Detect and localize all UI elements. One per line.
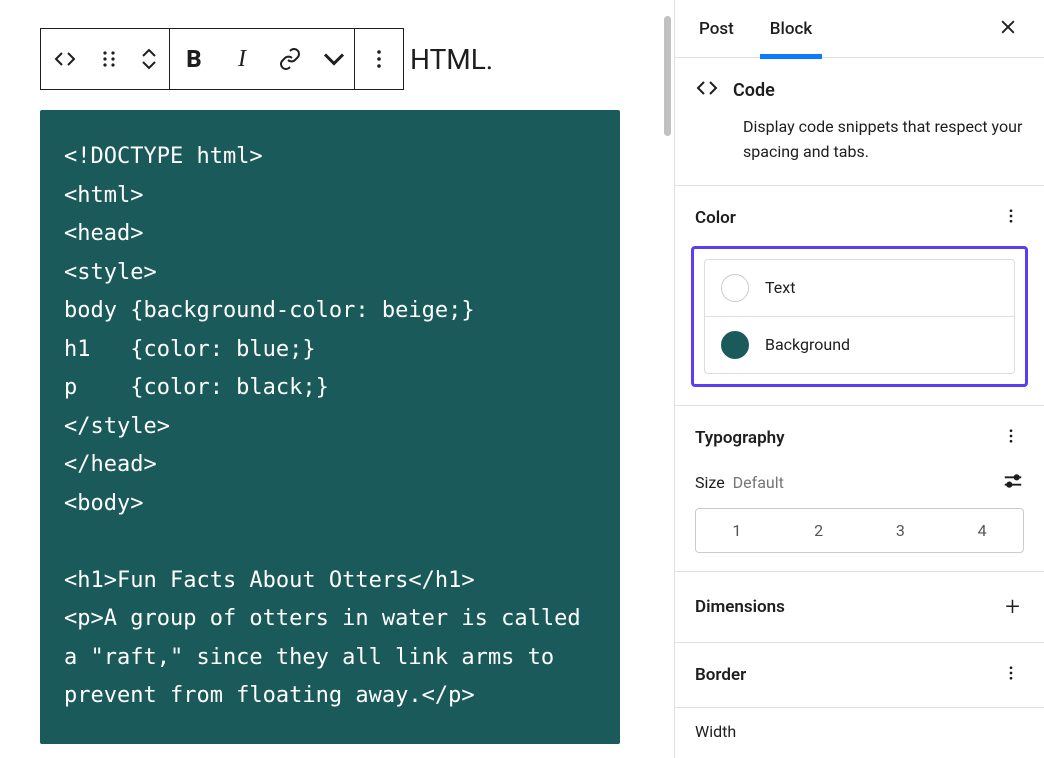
panel-dimensions[interactable]: Dimensions +: [675, 572, 1044, 643]
scrollbar[interactable]: [660, 0, 674, 758]
color-background-row[interactable]: Background: [705, 316, 1014, 373]
color-text-label: Text: [765, 278, 795, 297]
block-description: Display code snippets that respect your …: [695, 115, 1024, 165]
code-icon: [695, 76, 719, 105]
block-info: Code Display code snippets that respect …: [675, 58, 1044, 186]
move-up-down[interactable]: [129, 29, 169, 89]
panel-border-title: Border: [695, 665, 746, 685]
block-type-icon[interactable]: [41, 29, 89, 89]
trailing-text: HTML.: [410, 43, 493, 76]
editor-canvas: B I HTML. <!DOCTYPE html> <html> <head> …: [0, 0, 660, 758]
code-block[interactable]: <!DOCTYPE html> <html> <head> <style> bo…: [40, 110, 620, 744]
text-color-swatch: [721, 274, 749, 302]
size-option-1[interactable]: 1: [696, 509, 778, 552]
panel-border[interactable]: Border: [675, 643, 1044, 708]
panel-color-title: Color: [695, 208, 736, 228]
more-format-dropdown[interactable]: [314, 29, 354, 89]
tab-post[interactable]: Post: [695, 0, 738, 58]
typography-options-button[interactable]: [998, 424, 1024, 452]
block-toolbar: B I: [40, 28, 404, 90]
options-button[interactable]: [355, 29, 403, 89]
color-options-button[interactable]: [998, 204, 1024, 232]
tab-block[interactable]: Block: [766, 0, 816, 58]
panel-color: Color Text Background: [675, 186, 1044, 406]
add-dimensions-button[interactable]: +: [1001, 590, 1024, 624]
background-color-swatch: [721, 331, 749, 359]
close-sidebar-button[interactable]: [992, 9, 1024, 49]
size-option-3[interactable]: 3: [860, 509, 942, 552]
color-background-label: Background: [765, 335, 850, 354]
size-label: Size Default: [695, 473, 784, 492]
block-name: Code: [733, 80, 775, 101]
size-option-2[interactable]: 2: [778, 509, 860, 552]
block-toolbar-row: B I HTML.: [40, 28, 620, 90]
settings-sidebar: Post Block Code Display code snippets th…: [674, 0, 1044, 758]
panel-dimensions-title: Dimensions: [695, 597, 785, 617]
scrollbar-thumb[interactable]: [664, 16, 671, 136]
drag-handle-icon[interactable]: [89, 29, 129, 89]
size-option-4[interactable]: 4: [941, 509, 1023, 552]
custom-size-button[interactable]: [1002, 470, 1024, 496]
toolbar-group-format: B I: [170, 29, 355, 89]
font-size-options: 1 2 3 4: [695, 508, 1024, 553]
bold-button[interactable]: B: [170, 29, 218, 89]
panel-typography-title: Typography: [695, 428, 785, 448]
color-settings-highlight: Text Background: [691, 246, 1028, 387]
sidebar-tabs: Post Block: [675, 0, 1044, 58]
toolbar-group-block: [41, 29, 170, 89]
italic-button[interactable]: I: [218, 29, 266, 89]
toolbar-group-more: [355, 29, 403, 89]
panel-typography: Typography Size Default 1 2 3 4: [675, 406, 1044, 572]
color-text-row[interactable]: Text: [705, 260, 1014, 316]
border-options-button[interactable]: [998, 661, 1024, 689]
link-button[interactable]: [266, 29, 314, 89]
panel-width-partial: Width: [675, 708, 1044, 741]
